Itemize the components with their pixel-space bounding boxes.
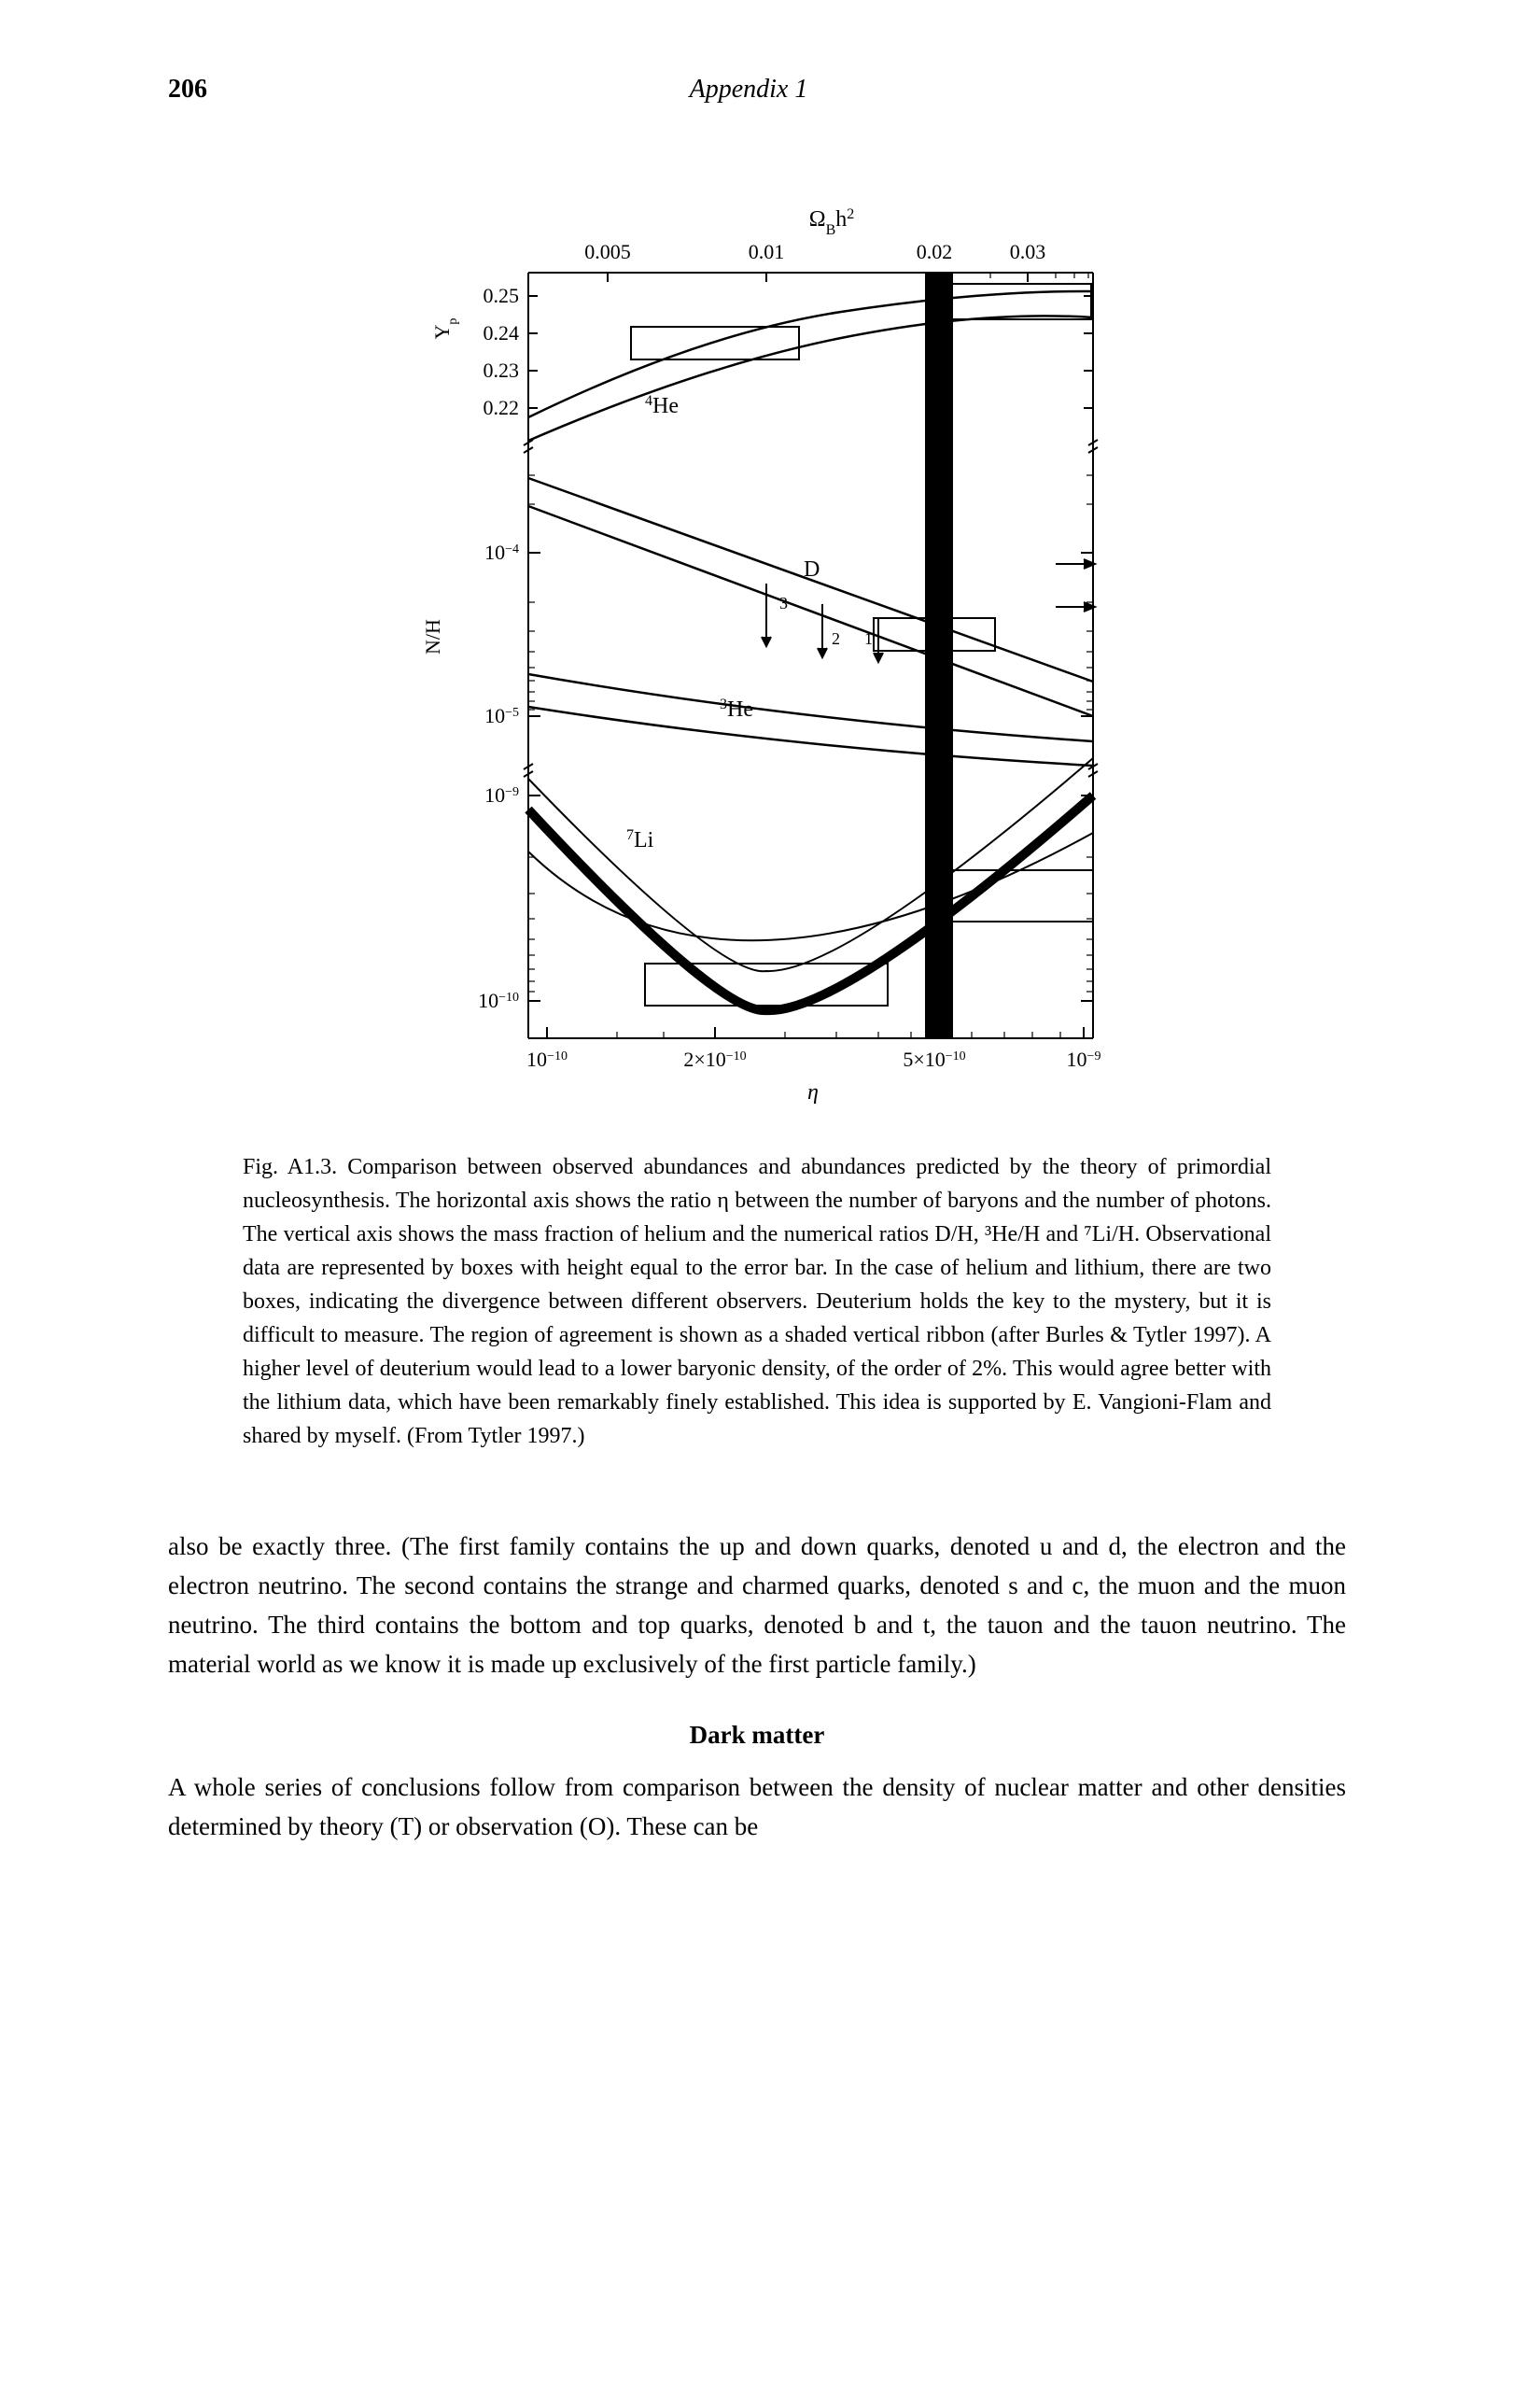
yp-tick-3: 0.22 [484, 396, 520, 419]
top-tick-2: 0.02 [917, 240, 953, 263]
yp-tick-2: 0.23 [484, 359, 520, 382]
top-axis-label: ΩBh2 [809, 206, 855, 238]
page-header: 206 Appendix 1 [168, 75, 1346, 105]
yp-tick-0: 0.25 [484, 284, 520, 307]
figure-caption: Fig. A1.3. Comparison between observed a… [243, 1150, 1271, 1453]
top-axis-ticks: 0.005 0.01 0.02 0.03 [584, 240, 1088, 282]
arrow-label-3: 3 [779, 594, 788, 613]
paragraph-1: also be exactly three. (The first family… [168, 1528, 1346, 1683]
bottom-tick-3: 10−9 [1067, 1048, 1101, 1071]
d-label: D [804, 557, 820, 582]
panel-li: 10−9 10−10 7Li [478, 758, 1093, 1012]
paragraph-2: A whole series of conclusions follow fro… [168, 1768, 1346, 1847]
yp-axis-label: Yp [430, 318, 460, 340]
figure-container: ΩBh2 0.005 0.01 0.02 0.03 [168, 198, 1346, 1113]
bottom-tick-0: 10−10 [526, 1048, 568, 1071]
nh-tick-1: 10−5 [484, 704, 519, 727]
bottom-tick-2: 5×10−10 [903, 1048, 965, 1071]
right-arrows [1056, 559, 1095, 612]
li-label: 7Li [626, 827, 654, 853]
bottom-axis-label: η [807, 1080, 819, 1105]
top-tick-3: 0.03 [1010, 240, 1046, 263]
li-tick-0: 10−9 [484, 783, 519, 807]
d-curve-lower [528, 506, 1093, 716]
li-curve-thin1 [528, 833, 1093, 940]
top-tick-1: 0.01 [749, 240, 785, 263]
panel-yp: Yp 0.25 0.24 0.23 0.22 4He [430, 284, 1098, 453]
top-tick-0: 0.005 [584, 240, 631, 263]
page-number: 206 [168, 75, 207, 105]
he3-label: 3He [720, 697, 753, 723]
arrow-label-2: 2 [832, 629, 840, 648]
bottom-tick-1: 2×10−10 [683, 1048, 746, 1071]
yp-tick-1: 0.24 [484, 321, 520, 345]
li-tick-1: 10−10 [478, 989, 519, 1012]
panel-nh: N/H 10−4 10−5 [421, 475, 1098, 777]
he4-curve-upper [528, 291, 1093, 417]
arrow-label-4: 4 [960, 637, 969, 655]
arrow-label-1: 1 [864, 629, 873, 648]
nh-tick-0: 10−4 [484, 541, 519, 564]
nh-axis-label: N/H [421, 619, 444, 655]
bottom-axis-ticks: 10−10 2×10−10 5×10−10 10−9 [526, 1027, 1100, 1071]
nucleosynthesis-chart: ΩBh2 0.005 0.01 0.02 0.03 [374, 198, 1140, 1113]
header-title: Appendix 1 [690, 75, 864, 105]
section-heading: Dark matter [168, 1721, 1346, 1750]
he4-label: 4He [645, 393, 679, 419]
